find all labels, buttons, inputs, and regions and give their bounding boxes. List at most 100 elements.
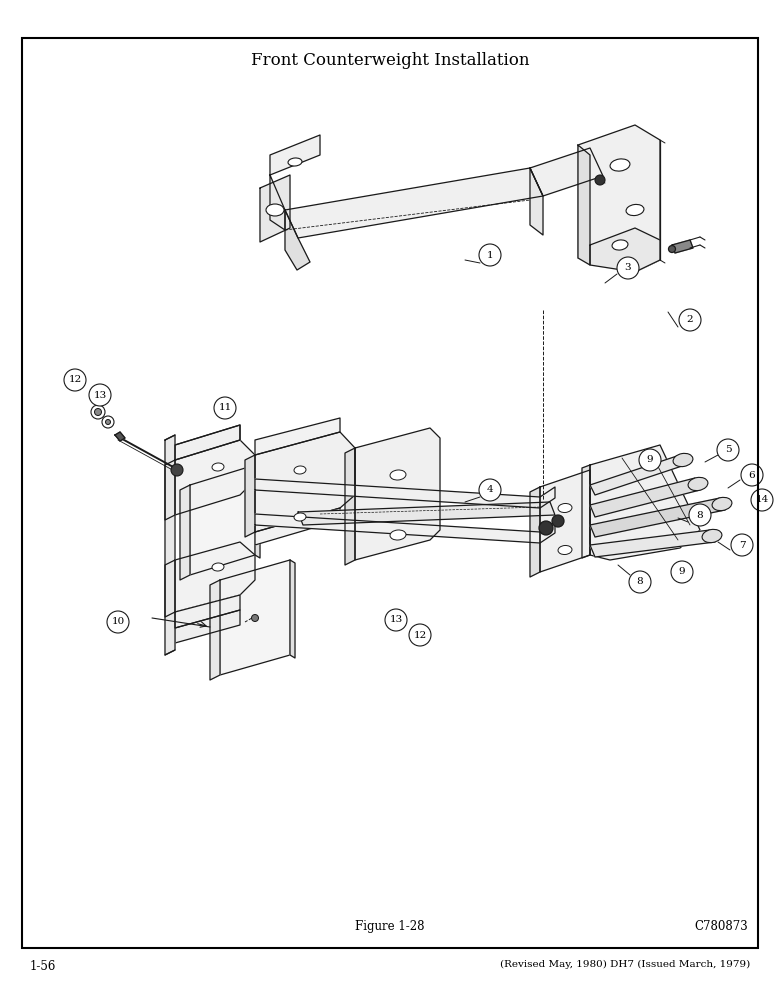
Circle shape — [629, 571, 651, 593]
Polygon shape — [590, 498, 725, 537]
Polygon shape — [345, 448, 355, 565]
Circle shape — [595, 175, 605, 185]
Polygon shape — [590, 455, 685, 495]
Text: 7: 7 — [739, 540, 746, 550]
Text: 12: 12 — [69, 375, 82, 384]
Text: 9: 9 — [647, 456, 654, 464]
Text: 1: 1 — [487, 250, 493, 259]
Polygon shape — [298, 502, 555, 525]
Ellipse shape — [390, 530, 406, 540]
Circle shape — [539, 521, 553, 535]
Circle shape — [552, 515, 564, 527]
Polygon shape — [255, 418, 340, 455]
Polygon shape — [260, 175, 290, 242]
Text: C780873: C780873 — [694, 920, 748, 933]
Ellipse shape — [673, 453, 693, 467]
Polygon shape — [165, 435, 175, 655]
Text: 8: 8 — [697, 510, 704, 520]
Polygon shape — [355, 428, 440, 560]
Circle shape — [91, 405, 105, 419]
Polygon shape — [175, 610, 240, 643]
Ellipse shape — [558, 503, 572, 513]
Polygon shape — [175, 440, 255, 515]
Text: 11: 11 — [218, 403, 232, 412]
Ellipse shape — [212, 563, 224, 571]
Ellipse shape — [712, 497, 732, 511]
Circle shape — [689, 504, 711, 526]
Circle shape — [639, 449, 661, 471]
Polygon shape — [270, 135, 320, 175]
Circle shape — [717, 439, 739, 461]
Polygon shape — [165, 560, 175, 617]
Circle shape — [679, 309, 701, 331]
Polygon shape — [290, 560, 295, 658]
Ellipse shape — [288, 158, 302, 166]
Polygon shape — [255, 508, 340, 545]
Polygon shape — [175, 425, 240, 460]
Text: Front Counterweight Installation: Front Counterweight Installation — [250, 52, 530, 69]
Text: 5: 5 — [725, 446, 732, 454]
Polygon shape — [115, 432, 125, 441]
Ellipse shape — [610, 159, 630, 171]
Polygon shape — [672, 240, 693, 253]
Ellipse shape — [294, 466, 306, 474]
Polygon shape — [590, 530, 715, 557]
Text: 2: 2 — [686, 316, 693, 324]
Circle shape — [214, 397, 236, 419]
Text: 1-56: 1-56 — [30, 960, 56, 973]
Polygon shape — [255, 514, 555, 543]
Circle shape — [671, 561, 693, 583]
Polygon shape — [255, 465, 260, 558]
Polygon shape — [255, 479, 555, 508]
Text: 3: 3 — [625, 263, 631, 272]
Circle shape — [171, 464, 183, 476]
Ellipse shape — [294, 513, 306, 521]
Text: 12: 12 — [413, 631, 427, 640]
Polygon shape — [165, 460, 175, 520]
Circle shape — [107, 611, 129, 633]
Circle shape — [251, 614, 258, 621]
Circle shape — [89, 384, 111, 406]
Polygon shape — [190, 465, 255, 575]
Polygon shape — [530, 148, 603, 196]
Polygon shape — [220, 560, 290, 675]
Ellipse shape — [626, 204, 644, 216]
Polygon shape — [578, 145, 590, 265]
Circle shape — [409, 624, 431, 646]
Polygon shape — [175, 595, 240, 628]
Ellipse shape — [558, 545, 572, 555]
Circle shape — [668, 245, 675, 252]
Polygon shape — [582, 465, 590, 558]
Polygon shape — [210, 580, 220, 680]
Text: 9: 9 — [679, 568, 686, 576]
Polygon shape — [175, 425, 240, 460]
Text: (Revised May, 1980) DH7 (Issued March, 1979): (Revised May, 1980) DH7 (Issued March, 1… — [500, 960, 750, 969]
Circle shape — [741, 464, 763, 486]
Ellipse shape — [688, 477, 708, 491]
Text: 13: 13 — [94, 390, 107, 399]
Polygon shape — [175, 542, 255, 612]
Polygon shape — [285, 210, 310, 270]
Polygon shape — [578, 125, 660, 272]
Ellipse shape — [212, 463, 224, 471]
Circle shape — [479, 479, 501, 501]
Circle shape — [102, 416, 114, 428]
Polygon shape — [255, 432, 355, 532]
Polygon shape — [530, 487, 540, 577]
Circle shape — [731, 534, 753, 556]
Polygon shape — [270, 175, 285, 230]
Polygon shape — [245, 455, 255, 537]
Polygon shape — [590, 228, 660, 272]
Text: 14: 14 — [755, 495, 768, 504]
Polygon shape — [180, 485, 190, 580]
Text: Figure 1-28: Figure 1-28 — [355, 920, 425, 933]
Polygon shape — [285, 168, 543, 238]
Ellipse shape — [266, 204, 284, 216]
Ellipse shape — [390, 470, 406, 480]
Circle shape — [617, 257, 639, 279]
Circle shape — [64, 369, 86, 391]
Circle shape — [751, 489, 773, 511]
Polygon shape — [590, 478, 700, 517]
Circle shape — [105, 420, 111, 424]
Polygon shape — [590, 445, 700, 560]
